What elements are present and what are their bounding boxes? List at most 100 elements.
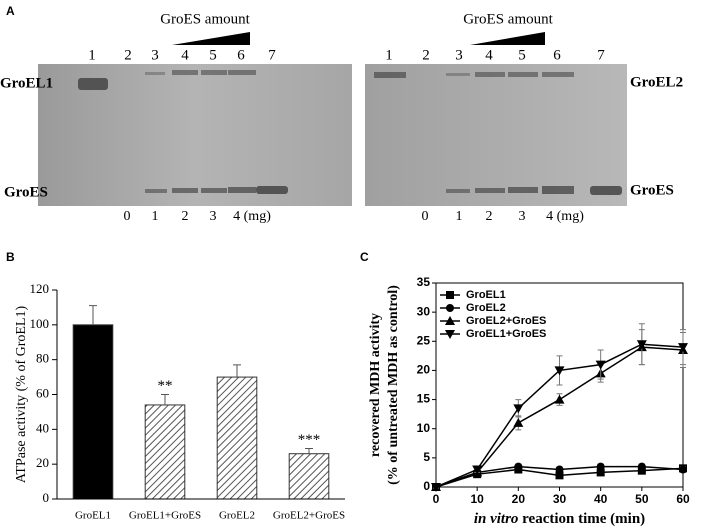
significance: *** <box>298 432 321 448</box>
y-tick-label: 20 <box>417 363 431 377</box>
y-tick-label: 0 <box>43 490 50 505</box>
marker <box>596 462 605 471</box>
y-tick-label: 20 <box>36 455 49 470</box>
band-label: GroES <box>4 184 48 200</box>
x-axis-label-text: reaction time (min) <box>522 511 645 527</box>
legend-marker <box>445 316 455 325</box>
amount-label: 1 <box>456 209 463 224</box>
lane-number: 3 <box>455 47 463 63</box>
panel-label: B <box>6 250 15 264</box>
y-tick-label: 5 <box>423 450 430 464</box>
marker <box>554 394 565 404</box>
x-tick-label: GroEL1+GroES <box>129 510 201 522</box>
y-tick-label: 100 <box>30 316 50 331</box>
panel-label: C <box>360 250 369 264</box>
marker <box>555 465 564 474</box>
y-tick-label: 35 <box>417 275 431 289</box>
amount-label: 1 <box>152 209 159 224</box>
gel-image <box>365 64 627 206</box>
lane-number: 7 <box>268 47 276 63</box>
y-tick-label: 10 <box>417 421 431 435</box>
amount-wedge <box>172 32 250 45</box>
marker <box>431 483 441 492</box>
amount-label: 4 (mg) <box>233 209 271 224</box>
band-label: GroES <box>630 182 674 198</box>
y-tick-label: 25 <box>417 333 431 347</box>
y-axis-label: (% of untreated MDH as control) <box>386 285 401 485</box>
band-label: GroEL1 <box>0 75 53 91</box>
lane-number: 5 <box>518 47 526 63</box>
y-tick-label: 0 <box>423 479 430 493</box>
marker <box>595 360 606 370</box>
marker <box>637 462 646 471</box>
lane-number: 1 <box>385 47 393 63</box>
marker <box>678 343 688 353</box>
legend-label: GroEL1 <box>466 289 506 301</box>
gel-bands <box>78 70 622 195</box>
lane-number: 2 <box>422 47 430 63</box>
x-tick-label: 40 <box>594 492 608 506</box>
marker <box>637 466 646 475</box>
significance: ** <box>158 378 173 394</box>
lane-number: 4 <box>181 47 189 63</box>
amount-label: 4 (mg) <box>546 209 584 224</box>
x-tick-label: GroEL2+GroES <box>273 510 345 522</box>
marker <box>514 462 523 471</box>
lane-number: 3 <box>151 47 159 63</box>
x-tick-label: 60 <box>676 492 690 506</box>
marker <box>679 465 687 474</box>
panel-label: A <box>6 4 15 18</box>
error-bar <box>161 394 169 405</box>
x-axis-label: in vitro reaction time (min) <box>474 511 645 527</box>
lane-number: 6 <box>237 47 245 63</box>
marker <box>554 366 565 376</box>
y-tick-label: 120 <box>30 281 50 296</box>
marker <box>472 465 483 475</box>
lane-number: 7 <box>597 47 605 63</box>
x-tick-label: 50 <box>635 492 649 506</box>
legend-label: GroEL2+GroES <box>466 315 546 327</box>
marker <box>555 471 564 480</box>
amount-label: 0 <box>422 209 429 224</box>
bar <box>72 324 114 500</box>
x-tick-label: GroEL1 <box>75 510 111 522</box>
y-axis-label: recovered MDH activity <box>368 313 383 457</box>
x-tick-label: 0 <box>433 492 440 506</box>
lane-number: 6 <box>553 47 561 63</box>
bar <box>144 404 186 500</box>
amount-label: 2 <box>486 209 493 224</box>
y-tick-label: 30 <box>417 304 431 318</box>
error-bar <box>89 305 97 325</box>
bar <box>288 453 330 500</box>
gel-header: GroES amount <box>160 11 250 27</box>
amount-wedge <box>470 32 545 45</box>
amount-label: 2 <box>182 209 189 224</box>
error-bar <box>233 364 241 378</box>
lane-number: 5 <box>209 47 217 63</box>
x-tick-label: GroEL2 <box>219 510 255 522</box>
y-axis-label: ATPase activity (% of GroEL1) <box>14 306 29 484</box>
marker <box>513 417 524 427</box>
legend-marker <box>446 291 454 299</box>
lane-number: 1 <box>88 47 96 63</box>
y-tick-label: 80 <box>36 351 49 366</box>
y-tick-label: 40 <box>36 420 49 435</box>
x-tick-label: 30 <box>553 492 567 506</box>
legend-label: GroEL1+GroES <box>466 328 546 340</box>
gel-header: GroES amount <box>463 11 553 27</box>
legend-marker <box>445 330 455 339</box>
lane-number: 2 <box>124 47 132 63</box>
bar <box>216 376 258 500</box>
marker <box>513 404 524 414</box>
x-tick-label: 20 <box>512 492 526 506</box>
x-tick-label: 10 <box>470 492 484 506</box>
y-tick-label: 15 <box>417 392 431 406</box>
amount-label: 0 <box>124 209 131 224</box>
marker <box>596 468 605 477</box>
legend-label: GroEL2 <box>466 302 506 314</box>
y-tick-label: 60 <box>36 385 49 400</box>
amount-label: 3 <box>210 209 217 224</box>
axes <box>56 290 345 500</box>
